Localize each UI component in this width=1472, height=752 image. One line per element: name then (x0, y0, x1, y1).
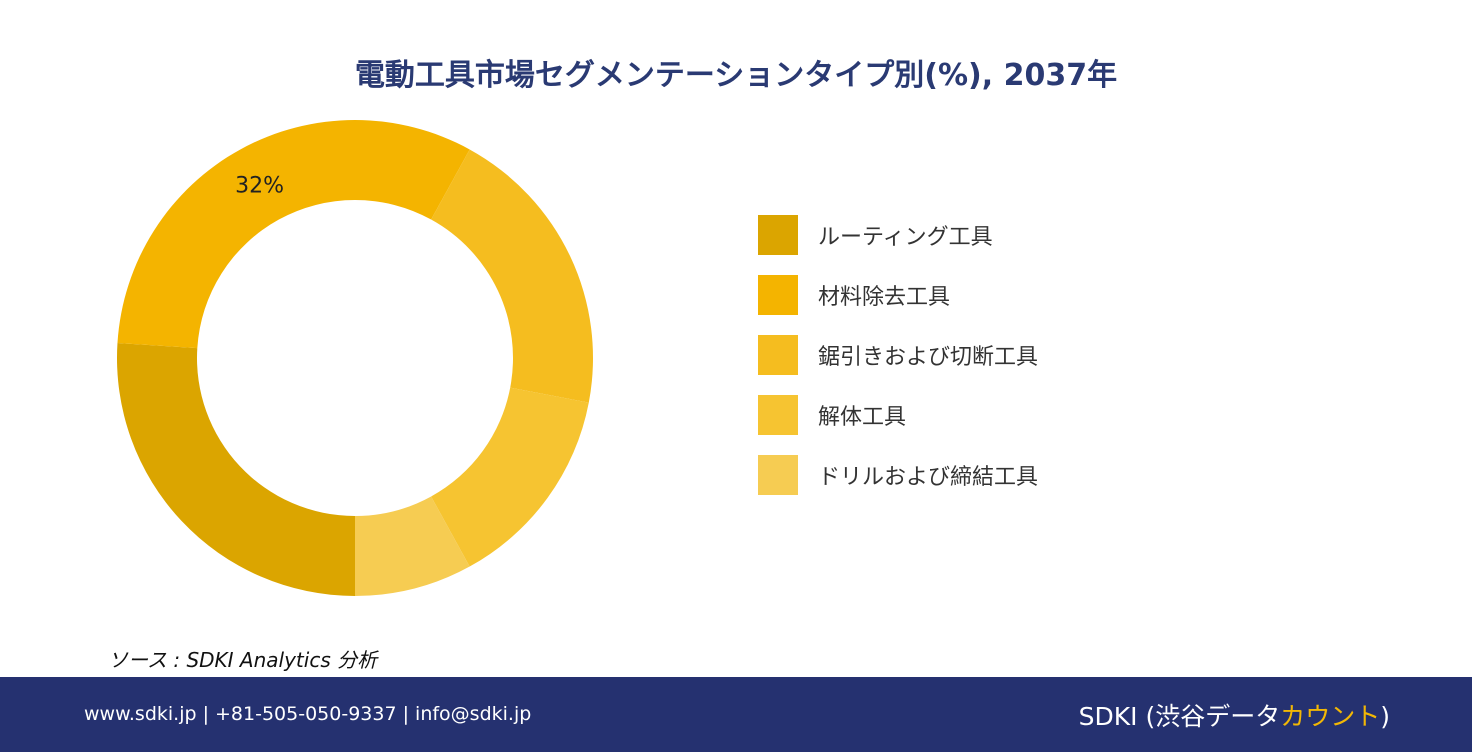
legend-label: 解体工具 (818, 405, 907, 430)
slice-data-label: 32% (235, 173, 284, 198)
legend-swatch (758, 395, 798, 435)
legend-item: 鋸引きおよび切断工具 (758, 335, 1038, 375)
legend-label: 鋸引きおよび切断工具 (818, 345, 1039, 370)
legend-label: 材料除去工具 (818, 285, 951, 310)
brand-accent: カウント (1280, 702, 1381, 731)
legend-item: 解体工具 (758, 395, 1038, 435)
chart-title: 電動工具市場セグメンテーションタイプ別(%), 2037年 (354, 58, 1118, 93)
legend-item: 材料除去工具 (758, 275, 1038, 315)
brand-suffix: ) (1380, 702, 1390, 731)
legend-label: ルーティング工具 (818, 225, 993, 250)
donut-slice (116, 343, 355, 596)
footer-contact: www.sdki.jp | +81-505-050-9337 | info@sd… (84, 703, 532, 725)
brand-prefix: SDKI (渋谷データ (1078, 702, 1281, 731)
legend-swatch (758, 335, 798, 375)
donut-slice (355, 496, 470, 596)
donut-slice (117, 120, 470, 349)
donut-slice (431, 387, 589, 567)
source-note: ソース : SDKI Analytics 分析 (108, 648, 378, 672)
legend-item: ドリルおよび締結工具 (758, 455, 1038, 495)
donut-chart: 32% (116, 120, 593, 596)
legend-swatch (758, 215, 798, 255)
legend-item: ルーティング工具 (758, 215, 1038, 255)
legend-swatch (758, 275, 798, 315)
legend-label: ドリルおよび締結工具 (818, 465, 1039, 490)
brand-logo: SDKI (渋谷データカウント) (1079, 697, 1390, 733)
footer-bar: www.sdki.jp | +81-505-050-9337 | info@sd… (0, 677, 1472, 752)
donut-slice (431, 149, 593, 403)
chart-legend: ルーティング工具 材料除去工具鋸引きおよび切断工具 解体工具ドリルおよび締結工具 (758, 215, 1038, 515)
legend-swatch (758, 455, 798, 495)
